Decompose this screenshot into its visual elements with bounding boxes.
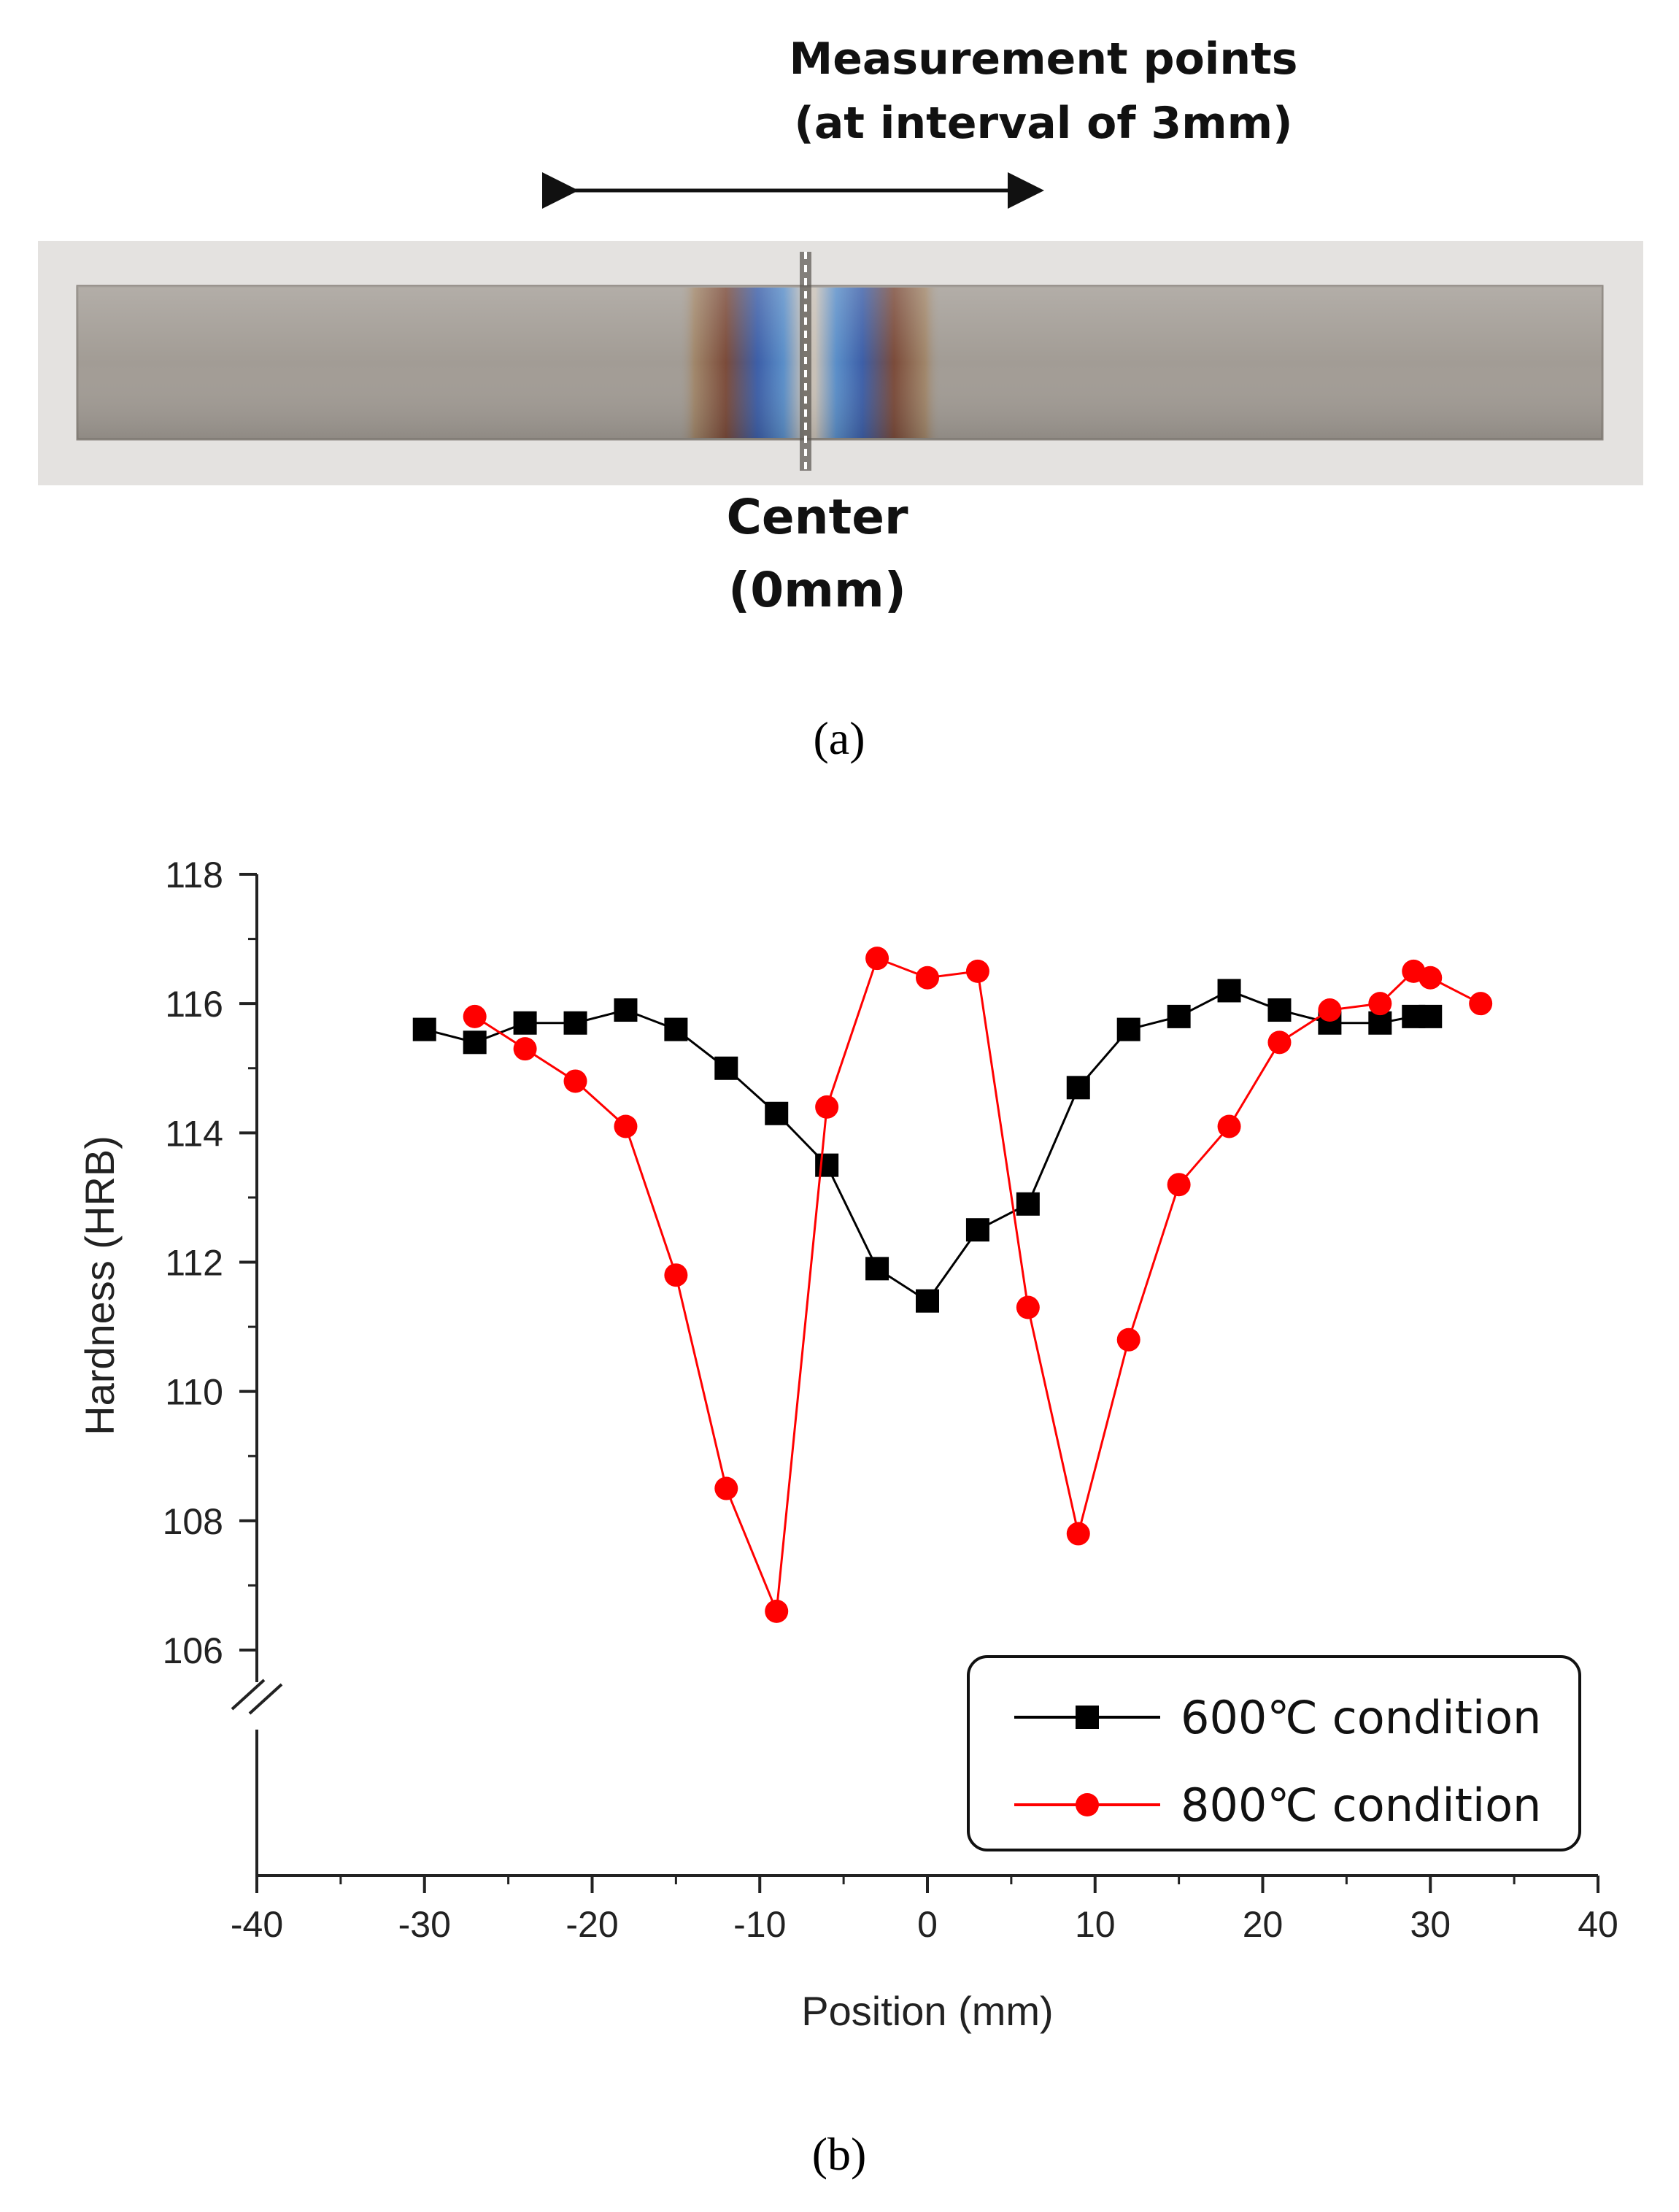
series-600-point — [412, 1017, 436, 1041]
series-800-point — [815, 1095, 839, 1119]
panel-b-label: (b) — [811, 2128, 867, 2180]
axis-break-mark — [231, 1679, 266, 1711]
series-600-point — [664, 1017, 688, 1041]
strip-shading — [77, 286, 1602, 439]
legend: 600℃ condition 800℃ condition — [967, 1655, 1581, 1851]
legend-label-600: 600℃ condition — [1181, 1691, 1541, 1744]
tick-marks — [239, 873, 1599, 1893]
series-600-point — [563, 1011, 587, 1035]
y-tick-label: 118 — [165, 855, 223, 895]
series-800-point — [1419, 966, 1443, 990]
center-label: Center — [726, 489, 908, 545]
series-600-point — [714, 1056, 738, 1080]
series-800-point — [1066, 1522, 1090, 1546]
series-600-point — [815, 1153, 839, 1177]
series-600-point — [1066, 1076, 1090, 1100]
x-tick-label: -30 — [398, 1904, 451, 1945]
axis-break-mark — [248, 1683, 283, 1715]
x-tick-label: 40 — [1578, 1904, 1618, 1945]
series-800-point — [1016, 1295, 1040, 1319]
measurement-points-heading: Measurement points — [789, 34, 1298, 85]
x-tick-label: 20 — [1243, 1904, 1284, 1945]
series-800-point — [714, 1476, 738, 1500]
x-tick-label: 0 — [917, 1904, 938, 1945]
series-600-point — [1016, 1192, 1040, 1216]
legend-marker-600 — [1076, 1706, 1099, 1729]
series-800-point — [563, 1069, 587, 1093]
legend-marker-800 — [1076, 1793, 1099, 1816]
x-tick-label: 10 — [1075, 1904, 1116, 1945]
series-600-point — [1419, 1004, 1443, 1028]
axis-labels: 106 108 110 112 114 116 118 -40 -30 -20 -10 0 10 20 30… — [77, 855, 1618, 2034]
series-600-point — [916, 1289, 939, 1313]
series-800-point — [1469, 992, 1493, 1016]
series-800-point — [965, 959, 989, 983]
x-tick-label: -20 — [566, 1904, 618, 1945]
series-800-point — [664, 1263, 688, 1287]
series-600-point — [1217, 979, 1241, 1003]
y-tick-label: 108 — [163, 1501, 223, 1542]
x-tick-label: -10 — [733, 1904, 786, 1945]
series-600-point — [1167, 1004, 1191, 1028]
series-800-point — [1116, 1327, 1140, 1352]
specimen-photo — [38, 172, 1643, 485]
measurement-interval-subheading: (at interval of 3mm) — [794, 98, 1293, 149]
series-800-point — [614, 1114, 638, 1138]
series-600-point — [765, 1101, 789, 1125]
center-position-label: (0mm) — [728, 562, 906, 618]
series-600-point — [965, 1218, 989, 1242]
y-tick-label: 116 — [165, 984, 223, 1025]
legend-label-800: 800℃ condition — [1181, 1779, 1541, 1832]
series-600-point — [513, 1011, 537, 1035]
series-600-point — [865, 1257, 889, 1281]
series-600-point — [1116, 1017, 1140, 1041]
series-600-point — [1267, 998, 1292, 1022]
y-tick-label: 114 — [165, 1113, 223, 1154]
series-600-point — [614, 998, 638, 1022]
series-800-point — [1318, 998, 1342, 1022]
series-800-point — [513, 1037, 537, 1061]
series-800-point — [865, 947, 889, 971]
hardness-chart: 600℃ condition 800℃ condition 106 108 110 11… — [77, 855, 1618, 2034]
series-800-point — [765, 1599, 789, 1623]
x-axis-title: Position (mm) — [801, 1988, 1053, 2034]
series-800-point — [1217, 1114, 1241, 1138]
data-series — [412, 947, 1493, 1623]
panel-a-label: (a) — [813, 712, 865, 764]
x-tick-label: 30 — [1410, 1904, 1451, 1945]
series-800-point — [463, 1004, 487, 1028]
x-tick-label: -40 — [231, 1904, 283, 1945]
series-800-point — [1167, 1173, 1191, 1197]
series-600-line — [424, 989, 1431, 1303]
y-tick-label: 106 — [163, 1630, 223, 1671]
series-800-line — [474, 957, 1481, 1612]
y-tick-label: 110 — [165, 1372, 223, 1413]
series-800-point — [916, 966, 939, 990]
series-800-point — [1267, 1030, 1292, 1055]
y-tick-label: 112 — [165, 1243, 223, 1284]
series-800-point — [1368, 992, 1392, 1016]
y-axis-title: Hardness (HRB) — [77, 1136, 123, 1436]
legend-box — [967, 1655, 1581, 1851]
series-600-point — [463, 1030, 487, 1055]
